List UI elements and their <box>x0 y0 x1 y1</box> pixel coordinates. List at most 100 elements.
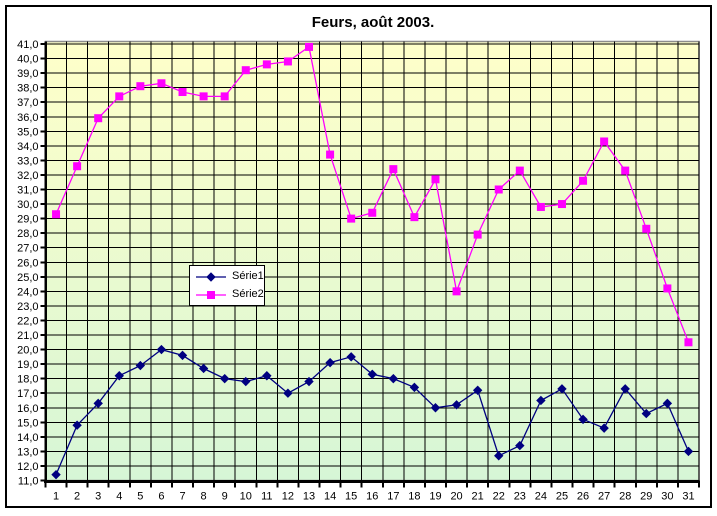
diamond-marker-icon <box>451 400 462 410</box>
y-tick-label: 17,0 <box>17 388 38 400</box>
y-gridlines <box>40 43 699 482</box>
legend-entry-serie2: Série2 <box>195 287 264 302</box>
y-tick-label: 36,0 <box>17 112 38 124</box>
square-marker-icon <box>536 202 545 211</box>
diamond-marker-icon <box>430 403 441 413</box>
square-marker-icon <box>473 230 482 239</box>
diamond-marker-icon <box>135 360 146 371</box>
x-tick-label: 24 <box>535 491 547 503</box>
diamond-marker-icon <box>206 271 216 282</box>
x-tick-label: 10 <box>240 491 252 503</box>
series-série2 <box>52 42 693 347</box>
y-tick-label: 37,0 <box>17 97 38 109</box>
y-tick-label: 20,0 <box>17 345 38 357</box>
square-marker-icon <box>389 165 398 174</box>
x-tick-label: 6 <box>158 491 164 503</box>
square-marker-icon <box>410 213 419 222</box>
square-marker-icon <box>262 60 271 69</box>
x-gridlines <box>44 41 700 488</box>
square-marker-icon <box>220 92 229 101</box>
x-tick-label: 19 <box>429 491 441 503</box>
y-axis-labels: 41,0 40,0 39,0 38,0 37,0 36,0 35,0 34,0 33,0 32,0… <box>17 39 38 488</box>
square-marker-icon <box>663 284 672 293</box>
x-tick-label: 11 <box>261 491 272 503</box>
diamond-marker-icon <box>641 408 652 419</box>
x-tick-label: 12 <box>282 491 294 503</box>
square-marker-icon <box>241 66 250 75</box>
y-tick-label: 35,0 <box>17 126 38 138</box>
square-marker-icon <box>557 200 566 209</box>
diamond-marker-icon <box>219 373 230 384</box>
square-marker-icon <box>157 79 166 88</box>
square-marker-icon <box>600 137 609 146</box>
series-série1 <box>51 344 694 480</box>
y-tick-label: 39,0 <box>17 68 38 80</box>
legend-label-serie1: Série1 <box>232 270 264 282</box>
square-marker-icon <box>347 214 356 223</box>
x-tick-label: 1 <box>53 491 59 503</box>
x-tick-label: 22 <box>493 491 505 503</box>
square-marker-icon <box>199 92 208 101</box>
x-tick-label: 3 <box>95 491 101 503</box>
square-marker-icon <box>494 185 503 194</box>
diamond-marker-icon <box>262 371 272 381</box>
x-tick-label: 8 <box>201 491 207 503</box>
square-marker-icon <box>621 166 630 175</box>
square-marker-icon <box>326 150 335 159</box>
diamond-marker-icon <box>304 376 314 387</box>
y-tick-label: 14,0 <box>17 432 38 444</box>
diamond-marker-icon <box>662 398 673 409</box>
diamond-marker-icon <box>367 369 377 379</box>
y-tick-label: 34,0 <box>17 141 38 153</box>
x-tick-label: 27 <box>598 491 610 503</box>
y-tick-label: 28,0 <box>17 228 38 240</box>
diamond-marker-icon <box>620 384 630 394</box>
y-tick-label: 15,0 <box>17 417 38 429</box>
x-tick-label: 4 <box>116 491 122 503</box>
y-tick-label: 12,0 <box>17 461 38 473</box>
x-tick-label: 29 <box>640 491 652 503</box>
square-marker-icon <box>283 57 292 66</box>
square-marker-icon <box>305 42 314 51</box>
x-tick-label: 7 <box>179 491 185 503</box>
y-tick-label: 26,0 <box>17 257 38 269</box>
x-tick-label: 20 <box>450 491 462 503</box>
square-marker-icon <box>178 88 187 97</box>
diamond-marker-icon <box>536 395 546 406</box>
diamond-marker-icon <box>72 420 82 430</box>
x-tick-label: 26 <box>577 491 589 503</box>
axes <box>44 41 699 483</box>
x-tick-label: 18 <box>408 491 420 503</box>
x-tick-label: 21 <box>472 491 484 503</box>
y-tick-label: 22,0 <box>17 315 38 327</box>
x-tick-label: 9 <box>222 491 228 503</box>
x-tick-label: 30 <box>661 491 673 503</box>
x-tick-label: 31 <box>682 491 694 503</box>
y-tick-label: 31,0 <box>17 185 38 197</box>
legend-entry-serie1: Série1 <box>195 269 264 284</box>
diamond-marker-icon <box>494 451 504 461</box>
x-tick-label: 25 <box>556 491 568 503</box>
diamond-marker-icon <box>93 398 103 409</box>
y-tick-label: 21,0 <box>17 330 38 342</box>
y-tick-label: 13,0 <box>17 446 38 458</box>
diamond-marker-icon <box>325 357 335 368</box>
diamond-marker-icon <box>156 344 167 355</box>
diamond-marker-icon <box>599 423 609 433</box>
square-marker-icon <box>207 290 215 299</box>
y-tick-label: 38,0 <box>17 83 38 95</box>
x-tick-label: 23 <box>514 491 526 503</box>
x-axis-labels: 1 2 3 4 5 6 7 8 9 10 11 12 13 14 15 16 17 18 19 20 21 22 23 24 2… <box>53 491 695 503</box>
square-marker-icon <box>431 175 440 184</box>
y-tick-label: 23,0 <box>17 301 38 313</box>
x-tick-label: 14 <box>324 491 336 503</box>
x-tick-label: 5 <box>137 491 143 503</box>
diamond-marker-icon <box>51 469 61 480</box>
plot-area <box>44 40 700 482</box>
serie1-line-marker-icon <box>196 271 226 282</box>
x-tick-label: 28 <box>619 491 631 503</box>
chart-title: Feurs, août 2003. <box>311 14 435 31</box>
diamond-marker-icon <box>241 376 251 387</box>
y-tick-label: 19,0 <box>17 359 38 371</box>
